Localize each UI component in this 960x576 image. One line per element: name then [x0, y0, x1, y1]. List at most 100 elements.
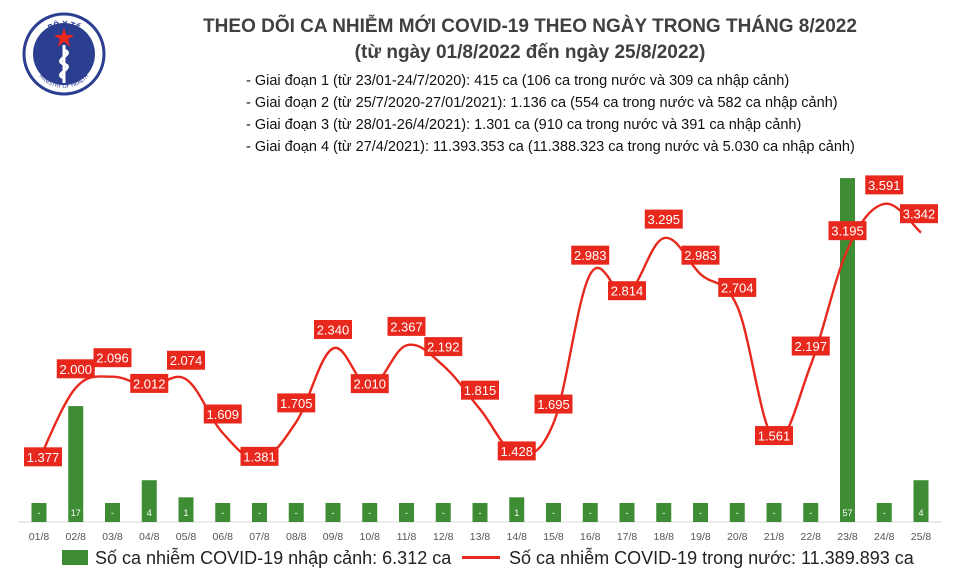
line-value-label: 2.000	[56, 359, 95, 379]
line-value-label: 2.983	[571, 245, 610, 265]
x-tick-label: 23/8	[837, 531, 858, 543]
line-label-text: 1.815	[464, 383, 497, 398]
line-label-box	[865, 175, 904, 195]
line-value-label: 2.340	[314, 319, 352, 339]
x-tick-label: 06/8	[213, 531, 234, 543]
bar-value-label: -	[332, 508, 335, 518]
bar-value-label: -	[295, 508, 298, 518]
bar	[435, 503, 451, 522]
line-label-text: 2.983	[574, 248, 607, 263]
line-label-text: 1.428	[500, 444, 533, 459]
bar-value-label: -	[479, 508, 482, 518]
line-label-text: 1.381	[243, 449, 276, 464]
line-label-text: 2.197	[794, 339, 827, 354]
bar	[399, 503, 414, 522]
line-value-label: 1.695	[534, 394, 573, 414]
bar-value-label: -	[442, 508, 445, 518]
x-tick-label: 08/8	[286, 531, 307, 543]
bar-value-label: -	[111, 508, 114, 518]
bar	[582, 503, 598, 522]
line-label-box	[56, 359, 95, 379]
legend-line-label: Số ca nhiễm COVID-19 trong nước: 11.389.…	[509, 548, 914, 568]
bar	[729, 503, 745, 522]
line-label-text: 1.561	[758, 429, 791, 444]
phase-note: - Giai đoạn 1 (từ 23/01-24/7/2020): 415 …	[246, 73, 790, 89]
line-label-box	[167, 350, 205, 370]
bar-value-label: -	[368, 508, 371, 518]
bar-value-label: -	[809, 508, 812, 518]
line-label-text: 2.704	[721, 280, 754, 295]
line-value-label: 3.195	[828, 221, 867, 241]
bar-value-label: 1	[514, 508, 519, 518]
line-label-box	[424, 337, 463, 357]
line-label-box	[497, 441, 536, 461]
bar-value-label: -	[589, 508, 592, 518]
line-value-label: 2.192	[424, 337, 463, 357]
line-series-path	[37, 202, 922, 461]
line-label-text: 2.340	[317, 322, 350, 337]
line-label-text: 2.192	[427, 340, 460, 355]
bar-value-label: 1	[183, 508, 188, 518]
line-value-label: 2.096	[93, 348, 132, 368]
bar-value-label: 4	[147, 508, 152, 518]
line-label-box	[681, 245, 720, 265]
bar-value-label: -	[552, 508, 555, 518]
legend-line-swatch	[462, 556, 500, 559]
line-label-box	[461, 380, 499, 400]
bar-value-label: -	[258, 508, 261, 518]
bar-value-label: -	[626, 508, 629, 518]
bar-value-label: -	[221, 508, 224, 518]
line-label-box	[571, 245, 610, 265]
bar	[803, 503, 819, 522]
logo-top-text: BỘ Y TẾ	[47, 19, 83, 32]
line-label-text: 2.983	[684, 248, 717, 263]
line-value-label: 1.815	[461, 380, 499, 400]
bar	[766, 503, 782, 522]
x-tick-label: 03/8	[102, 531, 123, 543]
bar	[288, 503, 304, 522]
x-tick-label: 09/8	[323, 531, 344, 543]
phase-note: - Giai đoạn 3 (từ 28/01-26/4/2021): 1.30…	[246, 117, 802, 133]
bar	[105, 503, 120, 522]
title-line-2: (từ ngày 01/8/2022 đến ngày 25/8/2022)	[354, 42, 706, 63]
line-value-label: 2.814	[608, 281, 646, 301]
x-tick-label: 21/8	[764, 531, 785, 543]
line-label-box	[718, 277, 757, 297]
line-value-label: 2.197	[791, 336, 830, 356]
bar	[472, 503, 488, 522]
line-label-box	[644, 209, 683, 229]
line-label-box	[900, 204, 938, 224]
legend-bar-swatch	[62, 550, 88, 565]
line-label-box	[24, 447, 62, 467]
line-label-text: 2.367	[390, 319, 423, 334]
line-label-text: 2.000	[59, 362, 92, 377]
x-tick-label: 13/8	[470, 531, 491, 543]
bar	[178, 497, 194, 522]
bar	[546, 503, 561, 522]
phase-note: - Giai đoạn 2 (từ 25/7/2020-27/01/2021):…	[246, 95, 838, 111]
line-label-text: 1.609	[206, 407, 239, 422]
x-tick-label: 10/8	[360, 531, 381, 543]
line-value-label: 2.012	[130, 373, 169, 393]
x-tick-label: 02/8	[66, 531, 87, 543]
bar	[215, 503, 231, 522]
line-label-box	[314, 319, 352, 339]
x-tick-label: 05/8	[176, 531, 197, 543]
x-tick-label: 24/8	[874, 531, 895, 543]
bar-value-label: -	[662, 508, 665, 518]
phase-notes: - Giai đoạn 1 (từ 23/01-24/7/2020): 415 …	[246, 70, 855, 158]
chart-title: THEO DÕI CA NHIỄM MỚI COVID-19 THEO NGÀY…	[120, 14, 940, 66]
x-tick-label: 25/8	[911, 531, 932, 543]
title-line-1: THEO DÕI CA NHIỄM MỚI COVID-19 THEO NGÀY…	[203, 16, 857, 37]
line-label-text: 3.295	[647, 212, 680, 227]
legend-bar-entry: Số ca nhiễm COVID-19 nhập cảnh: 6.312 ca	[62, 548, 451, 569]
ministry-of-health-logo: BỘ Y TẾ MINISTRY OF HEALTH	[22, 12, 106, 96]
line-value-label: 3.342	[900, 204, 938, 224]
x-tick-label: 17/8	[617, 531, 638, 543]
bar-value-label: -	[773, 508, 776, 518]
legend-bar-label: Số ca nhiễm COVID-19 nhập cảnh: 6.312 ca	[95, 548, 452, 568]
x-tick-label: 19/8	[690, 531, 711, 543]
bar-value-label: -	[699, 508, 702, 518]
line-label-text: 2.074	[170, 353, 203, 368]
